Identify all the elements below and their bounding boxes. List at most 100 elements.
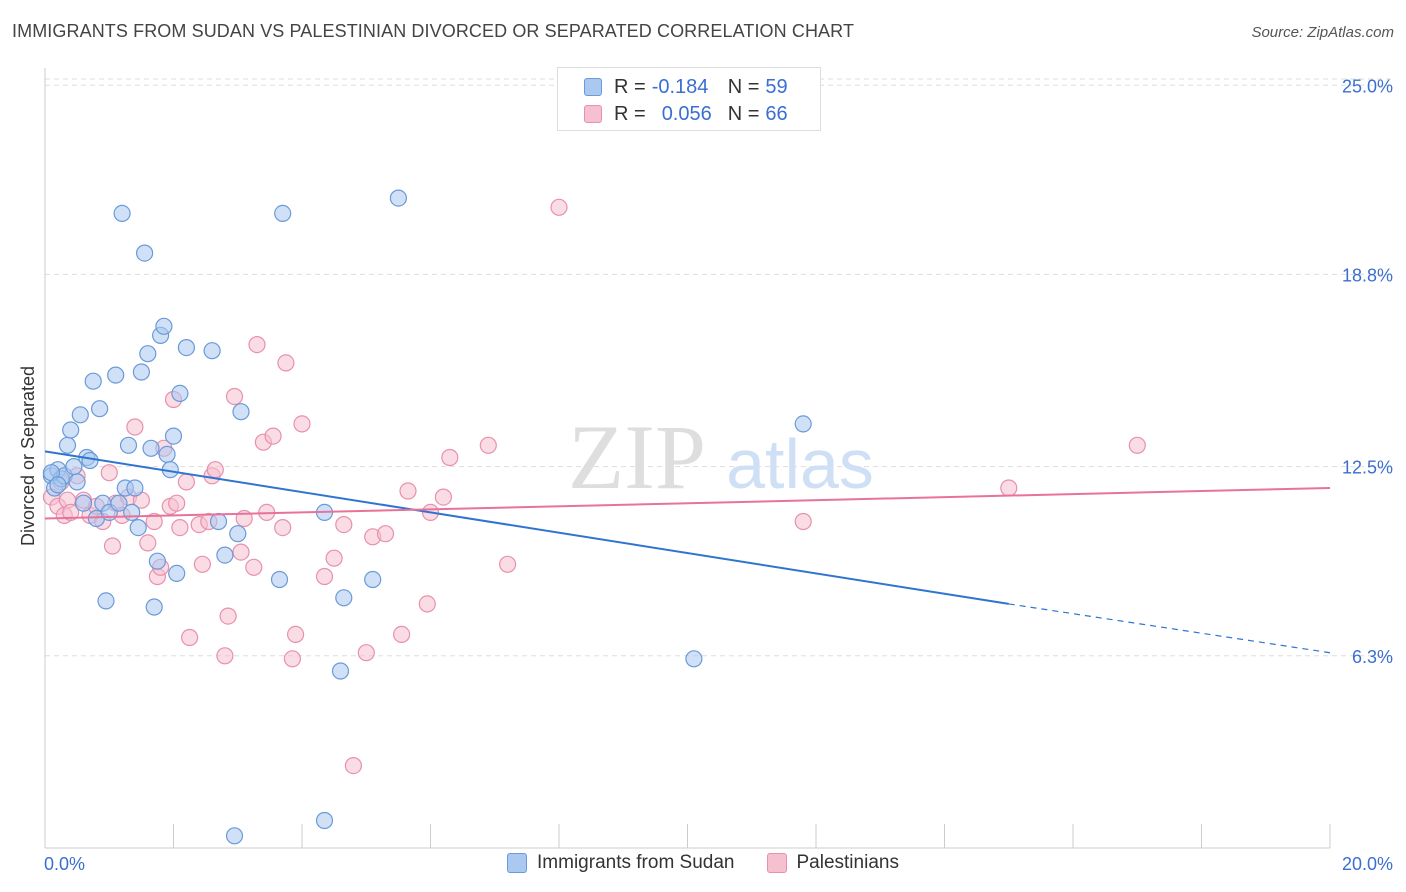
sudan-point (145, 598, 163, 616)
palestinians-point (139, 534, 157, 552)
sudan-point (97, 592, 115, 610)
palestinians-point (344, 756, 362, 775)
sudan-point (335, 589, 353, 607)
source-label: Source: ZipAtlas.com (1251, 24, 1394, 41)
watermark-zip: ZIP (568, 406, 706, 508)
sudan-point (216, 546, 234, 564)
sudan-point (49, 476, 67, 494)
palestinians-point (103, 537, 122, 555)
sudan-point (274, 204, 292, 222)
sudan-point (794, 415, 812, 433)
sudan-point (136, 244, 154, 262)
palestinians-point (126, 418, 144, 436)
sudan-point (315, 811, 334, 830)
sudan-point (126, 479, 144, 497)
sudan-point (164, 427, 183, 445)
watermark: ZIP atlas (568, 406, 874, 508)
palestinians-point (248, 336, 266, 354)
y-tick-label: 12.5% (1342, 458, 1393, 478)
palestinians-point (357, 644, 375, 662)
sudan-point (270, 570, 289, 589)
sudan-point (84, 372, 102, 390)
palestinians-point (287, 625, 305, 644)
palestinians-point (335, 515, 353, 534)
sudan-point (81, 451, 99, 470)
palestinians-point (171, 518, 189, 537)
sudan-point (177, 339, 195, 357)
legend-r-value-sudan: -0.184 (651, 75, 709, 98)
palestinians-point (245, 558, 263, 576)
legend-item-sudan[interactable]: Immigrants from Sudan (507, 852, 735, 874)
palestinians-point (177, 473, 195, 491)
y-tick-label: 18.8% (1342, 265, 1393, 285)
palestinians-point (794, 512, 812, 531)
sudan-point (364, 570, 382, 589)
palestinians-point (62, 503, 80, 522)
palestinians-point (181, 628, 199, 647)
sudan-legend-swatch (507, 853, 528, 873)
sudan-swatch (584, 78, 602, 96)
palestinians-point (100, 464, 118, 482)
legend-r-value-palestinians: 0.056 (661, 102, 712, 125)
palestinians-point (418, 595, 436, 613)
palestinians-point (376, 525, 395, 543)
legend-n-label: N = (727, 102, 760, 125)
sudan-trend-line (44, 450, 1009, 605)
palestinians-legend-swatch (766, 853, 787, 873)
legend-n-value-sudan: 59 (765, 75, 788, 98)
palestinians-point (274, 518, 292, 537)
sudan-point (171, 384, 189, 402)
palestinians-point (232, 543, 250, 561)
sudan-point (123, 503, 141, 522)
palestinians-point (393, 625, 411, 644)
palestinians-point (216, 647, 234, 665)
sudan-point (113, 204, 131, 222)
x-tick-label: 20.0% (1342, 854, 1393, 874)
palestinians-point (479, 436, 497, 454)
legend-item-palestinians[interactable]: Palestinians (766, 852, 899, 874)
palestinians-point (550, 198, 568, 216)
sudan-point (139, 345, 157, 363)
stats-legend: R = -0.184 N = 59 R = 0.056 N = 66 (557, 67, 821, 131)
y-tick-label: 25.0% (1342, 76, 1393, 96)
legend-n-value-palestinians: 66 (765, 102, 788, 125)
sudan-point (107, 366, 125, 384)
palestinians-point (315, 567, 334, 586)
x-tick-label: 0.0% (44, 854, 85, 874)
legend-label-sudan: Immigrants from Sudan (537, 852, 735, 873)
palestinians-trend-line (44, 486, 1331, 520)
palestinians-point (277, 354, 295, 372)
legend-r-label: R = (614, 75, 646, 98)
sudan-point (209, 512, 228, 531)
sudan-point (62, 421, 80, 439)
tick-labels: 6.3% 12.5% 18.8% 25.0% 0.0% 20.0% (44, 76, 1393, 874)
palestinians-point (283, 650, 301, 668)
sudan-point (74, 494, 93, 512)
palestinians-point (1000, 479, 1018, 497)
sudan-point (132, 363, 150, 381)
y-tick-label: 6.3% (1352, 647, 1393, 667)
sudan-point (685, 650, 703, 668)
palestinians-point (219, 607, 237, 625)
palestinians-swatch (584, 105, 602, 123)
sudan-point (119, 436, 138, 454)
legend-r-label: R = (614, 102, 646, 125)
palestinians-point (441, 448, 459, 467)
sudan-point (232, 403, 250, 421)
chart-title: IMMIGRANTS FROM SUDAN VS PALESTINIAN DIV… (12, 21, 855, 41)
legend-label-palestinians: Palestinians (796, 852, 899, 873)
legend-row-palestinians: R = 0.056 N = 66 (584, 102, 788, 126)
sudan-point (155, 317, 173, 335)
legend-n-label: N = (727, 75, 760, 98)
sudan-point (71, 406, 89, 424)
palestinians-point (264, 427, 282, 445)
sudan-trend-extension (1008, 603, 1331, 654)
axes (44, 68, 1331, 849)
sudan-point (331, 662, 350, 680)
sudan-point (148, 552, 166, 570)
palestinians-point (145, 512, 163, 531)
sudan-point (110, 494, 128, 512)
sudan-point (58, 436, 77, 454)
sudan-point (225, 827, 244, 845)
